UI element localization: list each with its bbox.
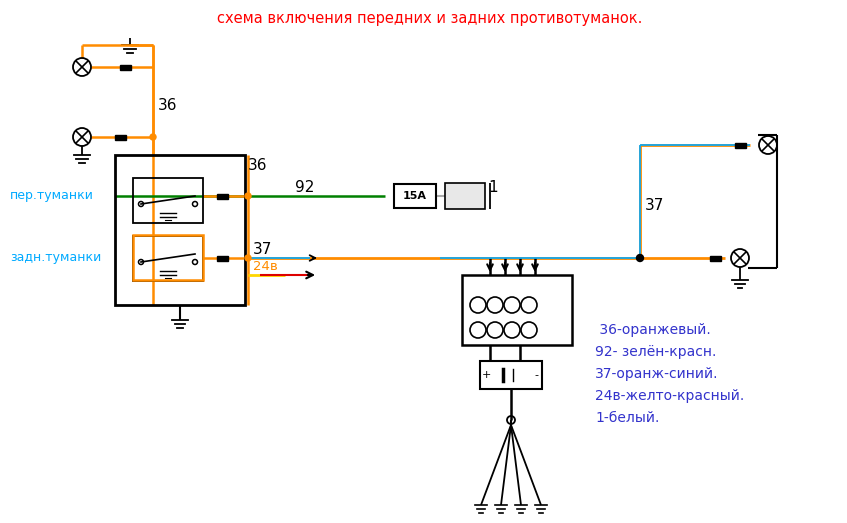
Bar: [115, 155, 245, 305]
Text: 24в: 24в: [253, 260, 278, 274]
Bar: [734, 142, 745, 147]
Bar: [217, 256, 228, 260]
Circle shape: [245, 255, 251, 261]
Text: 1: 1: [488, 180, 498, 196]
Text: 36-оранжевый.: 36-оранжевый.: [595, 323, 711, 337]
Circle shape: [245, 193, 251, 199]
Bar: [133, 177, 203, 222]
Bar: [119, 64, 130, 70]
Circle shape: [150, 134, 156, 140]
Bar: [394, 184, 436, 208]
Text: 15А: 15А: [403, 191, 427, 201]
Bar: [445, 183, 485, 209]
Bar: [462, 275, 572, 345]
Text: 1-белый.: 1-белый.: [595, 411, 659, 425]
Bar: [114, 134, 125, 140]
Text: 24в-желто-красный.: 24в-желто-красный.: [595, 389, 745, 403]
Text: 37: 37: [253, 243, 273, 257]
Text: 36: 36: [248, 157, 268, 173]
Circle shape: [636, 255, 644, 262]
Bar: [217, 194, 228, 199]
Text: схема включения передних и задних противотуманок.: схема включения передних и задних против…: [218, 10, 643, 26]
Bar: [480, 361, 542, 389]
Text: 37: 37: [645, 198, 664, 212]
Text: пер.туманки: пер.туманки: [10, 189, 94, 202]
Text: -: -: [534, 370, 538, 380]
Text: +: +: [481, 370, 490, 380]
Text: 36: 36: [158, 97, 178, 112]
Bar: [133, 235, 203, 280]
Text: 37-оранж-синий.: 37-оранж-синий.: [595, 367, 718, 381]
Text: 92: 92: [295, 180, 314, 196]
Bar: [710, 256, 721, 260]
Text: задн.туманки: задн.туманки: [10, 252, 102, 265]
Text: 92- зелён-красн.: 92- зелён-красн.: [595, 345, 717, 359]
Bar: [133, 235, 203, 280]
